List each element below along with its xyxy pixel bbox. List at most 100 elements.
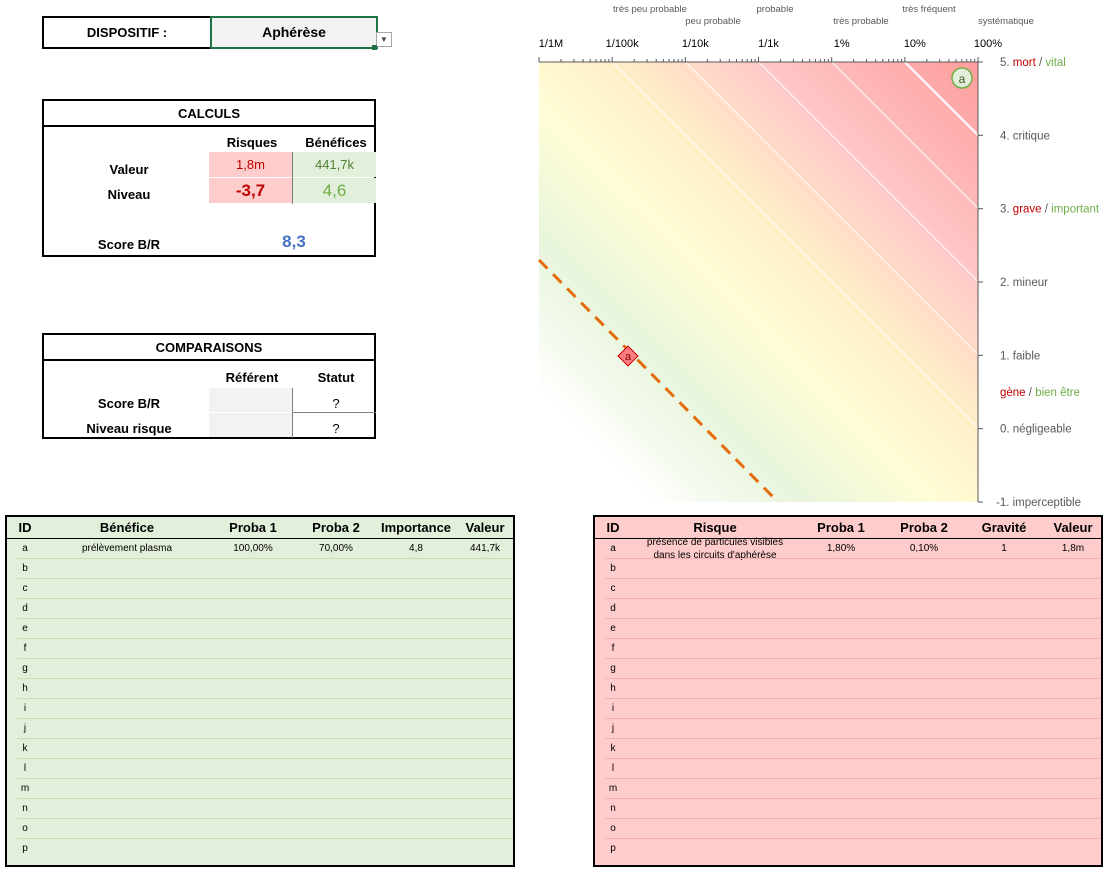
benefice-cell-p1[interactable] [211,739,295,759]
benefice-cell-importance[interactable] [377,819,455,839]
benefice-row[interactable]: p [7,839,513,859]
benefice-cell-id[interactable]: h [22,683,28,694]
risque-row[interactable]: m [595,779,1101,799]
risque-valeur[interactable]: 1,8m [209,152,292,177]
risque-cell-p1[interactable] [799,639,883,659]
benefice-cell-name[interactable] [43,719,211,739]
point-benefice-a[interactable]: a [951,67,973,89]
risque-cell-id[interactable]: d [610,603,616,614]
benefice-cell-id[interactable]: k [22,743,28,754]
risque-cell-id[interactable]: o [610,823,616,834]
risque-row[interactable]: l [595,759,1101,779]
benefice-row[interactable]: n [7,799,513,819]
benefice-cell-p2[interactable] [295,839,377,859]
benefice-cell-importance[interactable] [377,659,455,679]
benefice-cell-importance[interactable] [377,779,455,799]
benefice-row[interactable]: l [7,759,513,779]
risque-row[interactable]: f [595,639,1101,659]
benefice-cell-name[interactable] [43,639,211,659]
risque-cell-gravite[interactable] [965,759,1043,779]
risque-cell-name[interactable] [631,639,799,659]
risque-cell-p1[interactable] [799,719,883,739]
risque-cell-name[interactable] [631,719,799,739]
benefice-cell-p2[interactable]: 70,00% [319,543,353,554]
risque-cell-name[interactable] [631,679,799,699]
risque-cell-name[interactable] [631,839,799,859]
benefice-cell-id[interactable]: n [22,803,28,814]
benefice-cell-p2[interactable] [295,599,377,619]
risque-cell-gravite[interactable] [965,839,1043,859]
risque-cell-gravite[interactable] [965,779,1043,799]
benefice-cell-valeur[interactable] [455,799,515,819]
benefice-cell-id[interactable]: m [20,783,30,794]
risque-cell-valeur[interactable] [1043,679,1103,699]
benefice-row[interactable]: o [7,819,513,839]
dispositif-select[interactable]: Aphérèse [210,16,378,49]
benefice-cell-name[interactable] [43,599,211,619]
risque-cell-name[interactable] [631,819,799,839]
risque-cell-p2[interactable] [883,839,965,859]
benefice-cell-p1[interactable]: 100,00% [233,543,273,554]
risque-cell-gravite[interactable] [965,819,1043,839]
risque-cell-p1[interactable] [799,619,883,639]
benefice-cell-name[interactable] [43,679,211,699]
point-risque-a[interactable]: a [617,345,639,367]
benefice-cell-p2[interactable] [295,619,377,639]
benefice-cell-id[interactable]: o [22,823,28,834]
benefice-cell-importance[interactable] [377,639,455,659]
benefice-cell-id[interactable]: f [23,643,27,654]
benefice-cell-valeur[interactable] [455,719,515,739]
risque-cell-gravite[interactable] [965,599,1043,619]
benefice-cell-id[interactable]: p [22,843,28,854]
risque-row[interactable]: j [595,719,1101,739]
benefice-cell-p1[interactable] [211,839,295,859]
benefice-cell-importance[interactable] [377,839,455,859]
risque-cell-id[interactable]: n [610,803,616,814]
benefice-cell-id[interactable]: g [22,663,28,674]
benefice-cell-valeur[interactable] [455,659,515,679]
risque-cell-name[interactable]: présence de particules visibles dans les … [631,536,799,561]
risque-cell-p2[interactable] [883,799,965,819]
benefice-cell-id[interactable]: d [22,603,28,614]
risque-cell-name[interactable] [631,559,799,579]
benefice-cell-p2[interactable] [295,819,377,839]
risque-row[interactable]: c [595,579,1101,599]
benefice-cell-p1[interactable] [211,579,295,599]
benefice-cell-p1[interactable] [211,719,295,739]
benefice-cell-p2[interactable] [295,719,377,739]
benefice-cell-id[interactable]: c [22,583,28,594]
risque-cell-gravite[interactable] [965,639,1043,659]
risque-cell-name[interactable] [631,799,799,819]
benefice-cell-id[interactable]: i [23,703,27,714]
benefice-cell-p2[interactable] [295,779,377,799]
benefice-cell-valeur[interactable] [455,739,515,759]
benefice-cell-valeur[interactable] [455,819,515,839]
benefice-cell-importance[interactable] [377,699,455,719]
fill-handle[interactable] [372,45,377,50]
benefice-row[interactable]: e [7,619,513,639]
risque-cell-valeur[interactable] [1043,819,1103,839]
risque-cell-valeur[interactable]: 1,8m [1061,543,1085,554]
benefice-cell-importance[interactable] [377,799,455,819]
risque-cell-p1[interactable] [799,819,883,839]
benefice-cell-importance[interactable] [377,719,455,739]
risque-cell-p2[interactable] [883,719,965,739]
benefice-row[interactable]: j [7,719,513,739]
risque-row[interactable]: p [595,839,1101,859]
risque-cell-id[interactable]: c [610,583,616,594]
risque-cell-gravite[interactable] [965,579,1043,599]
risque-cell-valeur[interactable] [1043,579,1103,599]
benefice-cell-name[interactable] [43,779,211,799]
risque-cell-id[interactable]: a [610,543,616,554]
risque-cell-p2[interactable] [883,579,965,599]
risque-cell-id[interactable]: h [610,683,616,694]
risque-cell-id[interactable]: p [610,843,616,854]
benefice-cell-valeur[interactable] [455,579,515,599]
risque-cell-p2[interactable] [883,619,965,639]
risque-cell-p1[interactable] [799,699,883,719]
benefice-cell-valeur[interactable] [455,559,515,579]
benefice-cell-importance[interactable]: 4,8 [409,543,423,554]
benefice-cell-id[interactable]: j [23,723,27,734]
benefice-cell-p1[interactable] [211,659,295,679]
risque-cell-gravite[interactable] [965,559,1043,579]
